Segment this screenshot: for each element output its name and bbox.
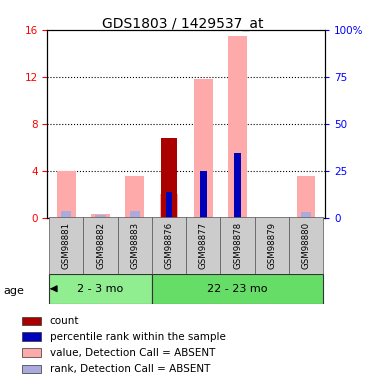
Text: GSM98883: GSM98883 xyxy=(130,222,139,269)
Text: percentile rank within the sample: percentile rank within the sample xyxy=(50,332,226,342)
Text: age: age xyxy=(4,286,24,296)
Bar xyxy=(91,214,110,217)
Text: 22 - 23 mo: 22 - 23 mo xyxy=(207,284,268,294)
Bar xyxy=(125,177,144,218)
Bar xyxy=(22,332,41,341)
Text: GSM98882: GSM98882 xyxy=(96,222,105,269)
Bar xyxy=(49,274,152,304)
Bar xyxy=(200,171,207,217)
Text: GSM98880: GSM98880 xyxy=(301,222,311,269)
Bar xyxy=(118,217,152,274)
Bar xyxy=(22,348,41,357)
Text: value, Detection Call = ABSENT: value, Detection Call = ABSENT xyxy=(50,348,215,358)
Bar xyxy=(166,192,172,217)
Text: GDS1803 / 1429537_at: GDS1803 / 1429537_at xyxy=(102,17,263,31)
Bar xyxy=(160,194,178,217)
Bar xyxy=(84,217,118,274)
Bar xyxy=(255,217,289,274)
Bar xyxy=(297,177,315,218)
Text: GSM98879: GSM98879 xyxy=(267,222,276,269)
Text: count: count xyxy=(50,316,79,326)
Text: 2 - 3 mo: 2 - 3 mo xyxy=(77,284,124,294)
Text: GSM98881: GSM98881 xyxy=(62,222,71,269)
Bar xyxy=(95,215,106,217)
Bar xyxy=(228,36,247,218)
Bar xyxy=(49,217,84,274)
Bar xyxy=(22,316,41,326)
Text: GSM98878: GSM98878 xyxy=(233,222,242,269)
Text: rank, Detection Call = ABSENT: rank, Detection Call = ABSENT xyxy=(50,364,210,374)
Bar xyxy=(234,153,241,218)
Bar xyxy=(152,217,186,274)
Bar xyxy=(130,211,140,217)
Bar xyxy=(22,364,41,374)
Bar xyxy=(61,211,72,217)
Bar xyxy=(289,217,323,274)
Bar xyxy=(186,217,220,274)
Bar xyxy=(194,79,213,218)
Text: GSM98877: GSM98877 xyxy=(199,222,208,269)
Bar xyxy=(220,217,255,274)
Bar xyxy=(161,138,177,218)
Bar xyxy=(152,274,323,304)
Text: GSM98876: GSM98876 xyxy=(165,222,173,269)
Bar xyxy=(301,212,311,217)
Bar xyxy=(57,171,76,217)
